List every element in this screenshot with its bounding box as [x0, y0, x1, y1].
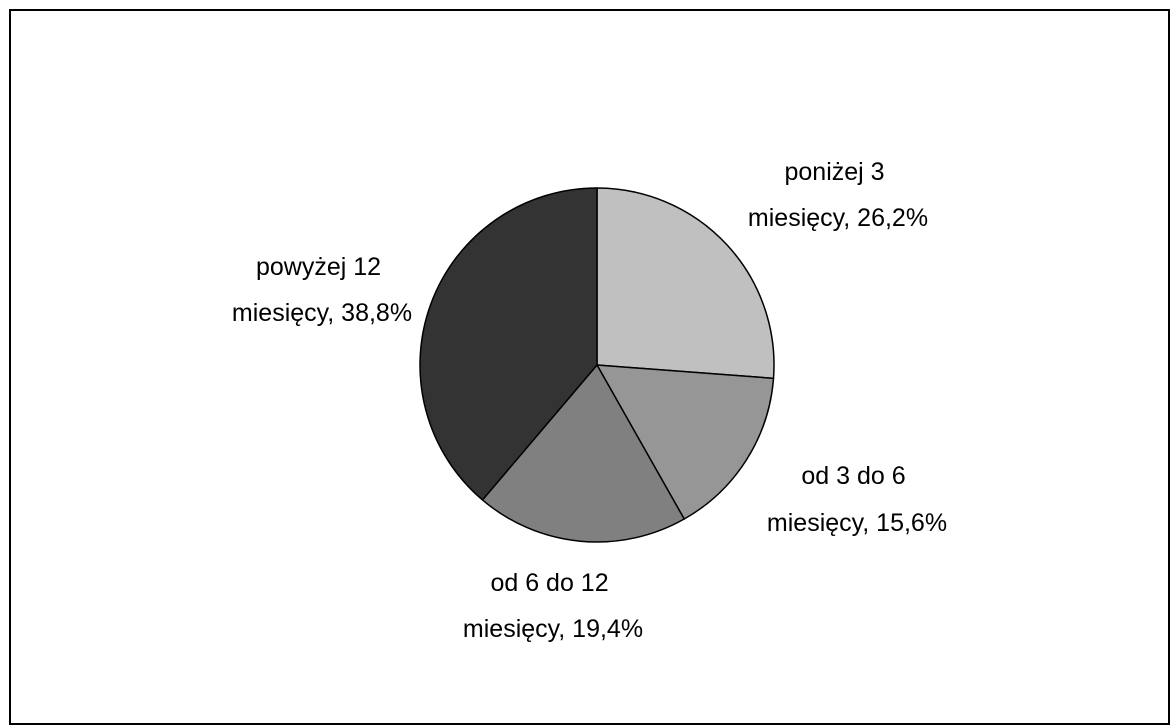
label-slice-3: powyżej 12 miesięcy, 38,8% [232, 253, 412, 327]
pie-labels: poniżej 3 miesięcy, 26,2% od 3 do 6 mies… [232, 158, 947, 643]
pie-slice-1 [596, 364, 775, 520]
pie-slice-0 [596, 187, 775, 380]
label-slice-1: od 3 do 6 miesięcy, 15,6% [767, 462, 947, 537]
label-slice-2-line1: od 6 do 12 [490, 569, 608, 597]
pie-slices [419, 187, 775, 543]
label-slice-3-line2: miesięcy, 38,8% [232, 299, 412, 327]
pie-slice-3 [419, 187, 598, 501]
label-slice-0: poniżej 3 miesięcy, 26,2% [748, 158, 928, 232]
label-slice-2-line2: miesięcy, 19,4% [463, 615, 643, 643]
label-slice-1-line1: od 3 do 6 [801, 462, 905, 490]
label-slice-0-line1: poniżej 3 [784, 158, 884, 186]
pie-slice-2 [481, 364, 685, 543]
label-slice-2: od 6 do 12 miesięcy, 19,4% [463, 569, 643, 643]
label-slice-0-line2: miesięcy, 26,2% [748, 204, 928, 232]
label-slice-1-line2: miesięcy, 15,6% [767, 509, 947, 537]
label-slice-3-line1: powyżej 12 [256, 253, 381, 281]
